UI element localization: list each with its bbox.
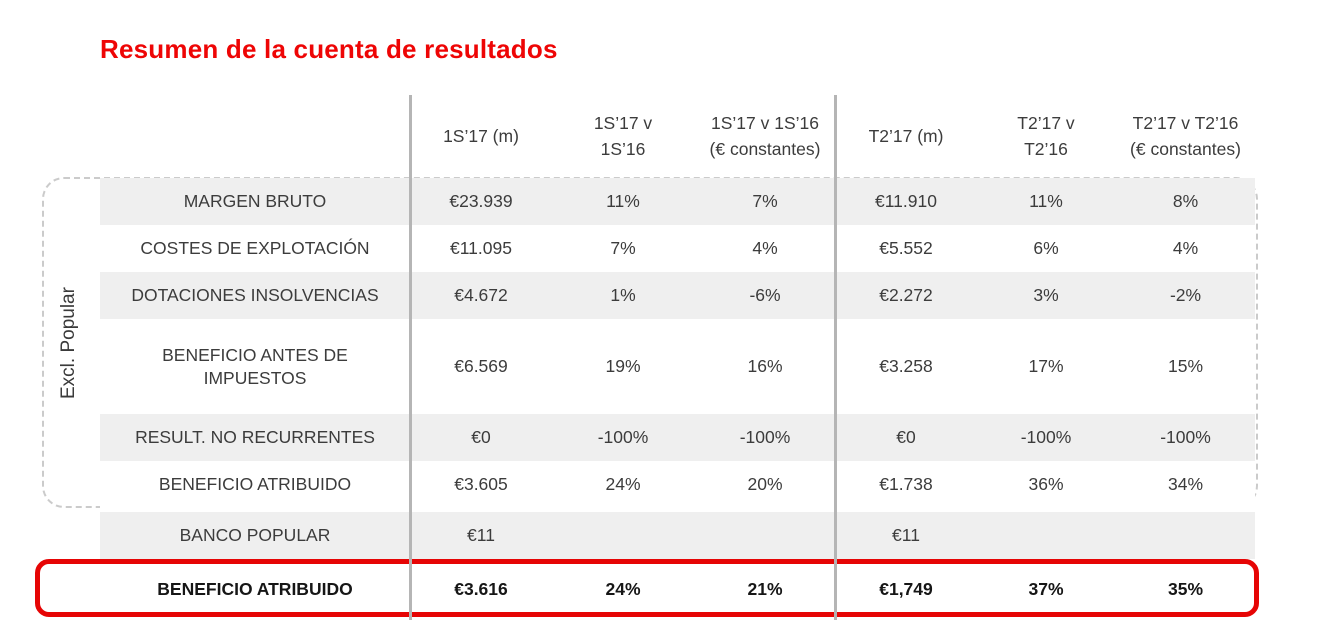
column-header-t217-v-t216-constantes: T2’17 v T2’16 (€ constantes) <box>1130 113 1241 159</box>
cell-value: €0 <box>471 427 491 448</box>
cell-value: 36% <box>1028 474 1064 495</box>
cell-value: 17% <box>1028 356 1064 377</box>
table-row: BENEFICIO ATRIBUIDO €3.605 24% 20% €1.73… <box>100 461 1255 508</box>
cell-value: €1.738 <box>879 474 933 495</box>
table-row: COSTES DE EXPLOTACIÓN €11.095 7% 4% €5.5… <box>100 225 1255 272</box>
cell-value: €5.552 <box>879 238 933 259</box>
cell-value: 35% <box>1167 578 1204 599</box>
cell-value: €0 <box>896 427 916 448</box>
column-separator-line-right <box>834 95 837 620</box>
row-label: BENEFICIO ATRIBUIDO <box>158 474 352 495</box>
cell-value <box>976 512 1116 559</box>
row-label: BENEFICIO ATRIBUIDO <box>157 578 353 599</box>
cell-value: 11% <box>1029 191 1063 212</box>
cell-value: 11% <box>606 191 640 212</box>
column-header-t217-v-t216: T2’17 v T2’16 <box>1017 113 1075 159</box>
cell-value: €3.258 <box>879 356 933 377</box>
cell-value: €11.910 <box>875 191 937 212</box>
cell-value: -100% <box>1160 427 1211 448</box>
cell-value: €6.569 <box>454 356 508 377</box>
cell-value: €11 <box>467 525 495 546</box>
cell-value <box>1116 512 1255 559</box>
cell-value: -6% <box>749 285 781 306</box>
column-header-1s17-v-1s16-constantes: 1S’17 v 1S’16 (€ constantes) <box>709 113 821 159</box>
cell-value: -100% <box>1020 427 1072 448</box>
cell-value: 3% <box>1033 285 1059 306</box>
row-label: BENEFICIO ANTES DE IMPUESTOS <box>162 344 348 388</box>
table-row: BENEFICIO ATRIBUIDO €3.616 24% 21% €1,74… <box>100 565 1255 613</box>
cell-value: €1,749 <box>879 578 933 599</box>
table-row: BANCO POPULAR €11 €11 <box>100 512 1255 559</box>
cell-value: €23.939 <box>449 191 513 212</box>
column-header-t217: T2’17 (m) <box>868 125 944 146</box>
cell-value: 4% <box>752 238 778 259</box>
row-label: DOTACIONES INSOLVENCIAS <box>131 285 379 306</box>
cell-value: 7% <box>610 238 636 259</box>
cell-value: 8% <box>1172 191 1199 212</box>
page-title: Resumen de la cuenta de resultados <box>100 34 558 64</box>
cell-value: 21% <box>747 578 783 599</box>
column-header-1s17: 1S’17 (m) <box>443 125 519 146</box>
cell-value: 24% <box>605 578 641 599</box>
table-rows: MARGEN BRUTO €23.939 11% 7% €11.910 11% … <box>100 178 1255 613</box>
cell-value: 24% <box>605 474 641 495</box>
cell-value: €2.272 <box>879 285 933 306</box>
cell-value: 6% <box>1033 238 1059 259</box>
cell-value <box>552 512 694 559</box>
cell-value: -100% <box>739 427 791 448</box>
cell-value: -2% <box>1169 285 1202 306</box>
row-label: RESULT. NO RECURRENTES <box>135 427 375 448</box>
cell-value: 37% <box>1028 578 1064 599</box>
cell-value <box>694 512 836 559</box>
table-row: MARGEN BRUTO €23.939 11% 7% €11.910 11% … <box>100 178 1255 225</box>
cell-value: €11.095 <box>450 238 512 259</box>
cell-value: 20% <box>747 474 783 495</box>
table-row: DOTACIONES INSOLVENCIAS €4.672 1% -6% €2… <box>100 272 1255 319</box>
excl-popular-side-label: Excl. Popular <box>58 287 79 399</box>
cell-value: €4.672 <box>454 285 508 306</box>
table-row: RESULT. NO RECURRENTES €0 -100% -100% €0… <box>100 414 1255 461</box>
cell-value: 34% <box>1167 474 1204 495</box>
cell-value: 16% <box>747 356 783 377</box>
table-header-row: 1S’17 (m) 1S’17 v 1S’16 1S’17 v 1S’16 (€… <box>100 95 1255 178</box>
table-row: BENEFICIO ANTES DE IMPUESTOS €6.569 19% … <box>100 319 1255 414</box>
cell-value: 1% <box>610 285 636 306</box>
cell-value: 7% <box>752 191 778 212</box>
column-header-1s17-v-1s16: 1S’17 v 1S’16 <box>593 113 653 159</box>
row-label: MARGEN BRUTO <box>183 191 327 212</box>
row-label: BANCO POPULAR <box>179 525 331 546</box>
column-separator-line-left <box>409 95 412 620</box>
cell-value: -100% <box>597 427 649 448</box>
cell-value: €11 <box>892 525 920 546</box>
cell-value: 15% <box>1167 356 1204 377</box>
cell-value: 19% <box>605 356 641 377</box>
cell-value: 4% <box>1172 238 1199 259</box>
header-spacer <box>100 95 410 178</box>
row-label: COSTES DE EXPLOTACIÓN <box>140 238 370 259</box>
cell-value: €3.605 <box>454 474 508 495</box>
cell-value: €3.616 <box>454 578 508 599</box>
